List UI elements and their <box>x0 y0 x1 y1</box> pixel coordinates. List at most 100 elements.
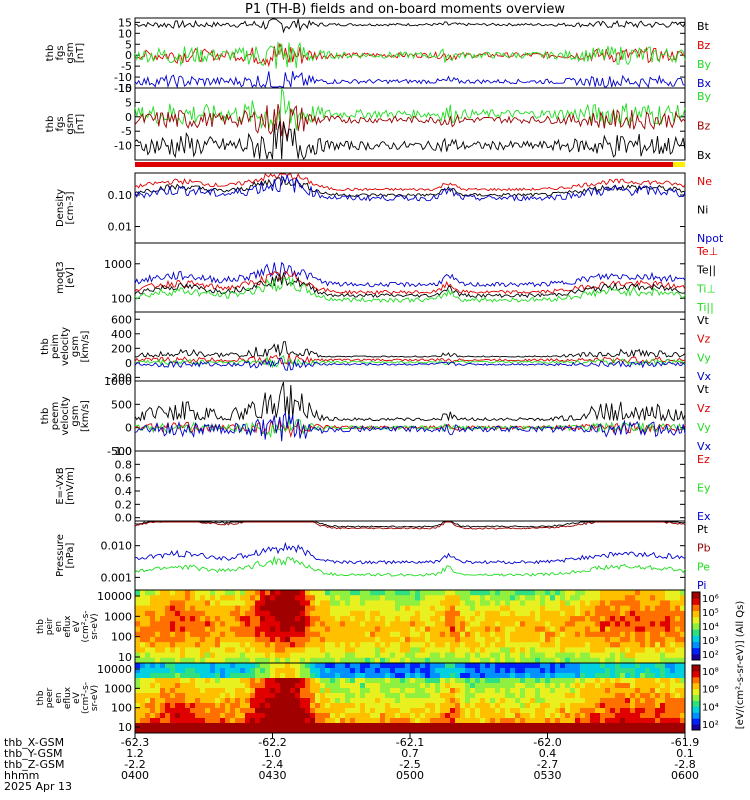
spectrogram-cell <box>680 718 686 724</box>
spectrogram-cell <box>545 683 551 689</box>
spectrogram-cell <box>505 652 511 659</box>
y-tick-label: -10 <box>114 71 132 84</box>
spectrogram-cell <box>665 678 671 684</box>
spectrogram-cell <box>625 642 631 648</box>
spectrogram-cell <box>565 693 571 699</box>
spectrogram-cell <box>355 657 361 664</box>
spectrogram-cell <box>155 600 161 607</box>
spectrogram-cell <box>410 698 416 704</box>
spectrogram-cell <box>440 698 446 704</box>
spectrogram-cell <box>285 708 291 714</box>
spectrogram-cell <box>290 610 296 617</box>
spectrogram-cell <box>150 713 156 719</box>
spectrogram-cell <box>650 610 656 617</box>
spectrogram-cell <box>615 698 621 704</box>
spectrogram-cell <box>205 693 211 699</box>
spectrogram-cell <box>305 636 311 643</box>
spectrogram-cell <box>360 595 366 601</box>
spectrogram-cell <box>555 657 561 664</box>
spectrogram-cell <box>535 728 541 734</box>
spectrogram-cell <box>270 678 276 684</box>
spectrogram-cell <box>665 636 671 643</box>
spectrogram-cell <box>590 708 596 714</box>
spectrogram-cell <box>245 683 251 689</box>
spectrogram-cell <box>145 657 151 664</box>
spectrogram-cell <box>220 723 226 729</box>
spectrogram-cell <box>365 647 371 654</box>
spectrogram-cell <box>585 605 591 612</box>
spectrogram-cell <box>255 626 261 633</box>
spectrogram-cell <box>225 621 231 627</box>
spectrogram-cell <box>600 728 606 734</box>
spectrogram-cell <box>360 652 366 659</box>
spectrogram-cell <box>625 718 631 724</box>
spectrogram-cell <box>295 610 301 617</box>
spectrogram-cell <box>255 595 261 601</box>
spectrogram-cell <box>680 626 686 633</box>
spectrogram-cell <box>430 728 436 734</box>
spectrogram-cell <box>305 590 311 596</box>
colorbar-step <box>692 676 700 684</box>
y-tick-label: 1000 <box>104 258 132 271</box>
spectrogram-cell <box>300 616 306 622</box>
spectrogram-cell <box>275 636 281 643</box>
spectrogram-cell <box>410 636 416 643</box>
position-value: 0.4 <box>539 747 557 760</box>
spectrogram-cell <box>135 610 141 617</box>
spectrogram-cell <box>520 713 526 719</box>
spectrogram-cell <box>395 652 401 659</box>
spectrogram-cell <box>595 698 601 704</box>
spectrogram-cell <box>620 728 626 734</box>
spectrogram-cell <box>535 698 541 704</box>
spectrogram-cell <box>480 595 486 601</box>
spectrogram-cell <box>420 718 426 724</box>
spectrogram-cell <box>450 703 456 709</box>
spectrogram-cell <box>285 636 291 643</box>
spectrogram-cell <box>375 663 381 669</box>
spectrogram-cell <box>255 678 261 684</box>
spectrogram-cell <box>415 642 421 648</box>
spectrogram-cell <box>470 668 476 674</box>
spectrogram-cell <box>365 718 371 724</box>
spectrogram-cell <box>435 642 441 648</box>
spectrogram-cell <box>200 647 206 654</box>
spectrogram-cell <box>315 723 321 729</box>
spectrogram-cell <box>530 626 536 633</box>
spectrogram-cell <box>635 678 641 684</box>
position-value: -61.9 <box>671 736 699 749</box>
spectrogram-cell <box>490 713 496 719</box>
spectrogram-cell <box>610 718 616 724</box>
spectrogram-cell <box>595 610 601 617</box>
spectrogram-cell <box>635 610 641 617</box>
spectrogram-cell <box>340 728 346 734</box>
spectrogram-cell <box>450 631 456 638</box>
spectrogram-cell <box>465 688 471 694</box>
spectrogram-cell <box>390 621 396 627</box>
spectrogram-cell <box>385 652 391 659</box>
spectrogram-cell <box>650 683 656 689</box>
spectrogram-cell <box>410 621 416 627</box>
spectrogram-cell <box>480 626 486 633</box>
spectrogram-cell <box>660 595 666 601</box>
spectrogram-cell <box>435 678 441 684</box>
spectrogram-cell <box>375 626 381 633</box>
spectrogram-cell <box>310 683 316 689</box>
legend-entry: Pi <box>697 579 706 592</box>
spectrogram-cell <box>580 595 586 601</box>
spectrogram-cell <box>655 708 661 714</box>
spectrogram-cell <box>610 600 616 607</box>
spectrogram-cell <box>510 718 516 724</box>
spectrogram-cell <box>570 673 576 679</box>
position-value: -62.2 <box>258 736 286 749</box>
spectrogram-cell <box>260 703 266 709</box>
spectrogram-cell <box>245 647 251 654</box>
spectrogram-cell <box>325 698 331 704</box>
spectrogram-cell <box>195 683 201 689</box>
y-axis-label: [nT] <box>75 114 86 134</box>
spectrogram-cell <box>370 663 376 669</box>
spectrogram-cell <box>410 647 416 654</box>
spectrogram-cell <box>590 616 596 622</box>
spectrogram-cell <box>605 673 611 679</box>
spectrogram-cell <box>230 652 236 659</box>
spectrogram-cell <box>600 590 606 596</box>
